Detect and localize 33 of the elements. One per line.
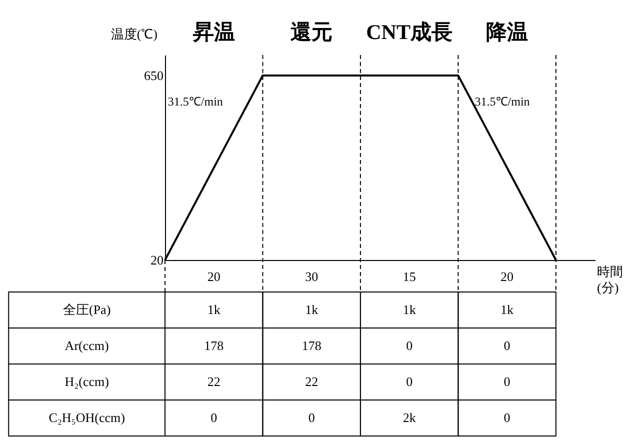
annotation: 31.5℃/min [168, 94, 223, 108]
text: 1k [207, 302, 221, 317]
text: 22 [305, 374, 318, 389]
text: 20 [207, 269, 220, 284]
text: Ar(ccm) [64, 338, 109, 353]
text: 昇温 [192, 20, 235, 44]
text: 1k [500, 302, 514, 317]
text: 0 [210, 410, 218, 425]
text: 0 [308, 410, 315, 425]
text: 還元 [290, 20, 333, 44]
text: 0 [504, 374, 510, 389]
text: C₂H₅OH(ccm) [48, 410, 125, 425]
text: 1k [305, 302, 319, 317]
text: 15 [402, 269, 416, 284]
text: 22 [207, 374, 220, 389]
text: 降温 [486, 20, 528, 44]
text: 1k [402, 302, 416, 317]
text: 0 [504, 338, 510, 353]
text: 30 [305, 269, 318, 284]
y-tick-label: 650 [144, 68, 164, 83]
text: 0 [406, 338, 413, 353]
text: 20 [500, 269, 514, 284]
annotation: 31.5℃/min [474, 94, 530, 108]
text: 2k [402, 410, 416, 425]
text: 全圧(Pa) [62, 302, 111, 317]
text: 178 [302, 338, 322, 353]
text: H₂(ccm) [64, 374, 109, 389]
text: CNT成長 [366, 20, 452, 44]
x-axis-title: 時間(分) [597, 264, 623, 295]
y-axis-title: 温度(℃) [110, 26, 158, 42]
text: 178 [204, 338, 224, 353]
text: 0 [504, 410, 510, 425]
text: 0 [406, 374, 413, 389]
